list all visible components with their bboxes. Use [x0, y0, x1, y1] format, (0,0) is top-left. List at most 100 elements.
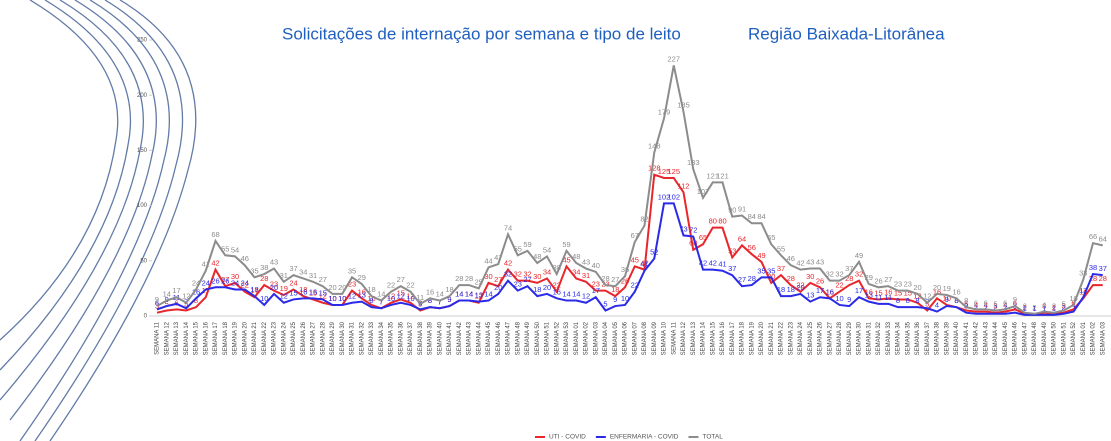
data-label: 185	[677, 101, 690, 110]
data-label: 16	[826, 287, 834, 296]
x-tick-label: SEMANA 01	[1081, 321, 1087, 355]
x-tick-label: SEMANA 50	[535, 321, 541, 355]
x-tick-label: SEMANA 37	[408, 321, 414, 355]
data-label: 16	[426, 287, 434, 296]
x-tick-label: SEMANA 14	[701, 321, 707, 355]
data-label: 66	[1089, 232, 1097, 241]
data-label: 7	[379, 297, 383, 306]
data-label: 53	[728, 246, 736, 255]
data-label: 18	[299, 285, 307, 294]
data-label: 16	[358, 287, 366, 296]
data-label: 90	[728, 206, 736, 215]
data-label: 102	[667, 192, 680, 201]
y-tick-label: 150	[137, 148, 148, 154]
x-tick-label: SEMANA 18	[223, 321, 229, 355]
data-label: 14	[572, 290, 580, 299]
x-tick-label: SEMANA 04	[603, 321, 609, 355]
y-tick-label: 200	[137, 93, 148, 99]
data-label: 38	[553, 263, 561, 272]
data-label: 17	[1079, 286, 1087, 295]
data-label: 1	[1042, 304, 1046, 313]
data-label: 41	[718, 260, 726, 269]
data-label: 42	[504, 259, 512, 268]
data-label: 27	[611, 275, 619, 284]
data-label: 9	[155, 295, 159, 304]
x-tick-label: SEMANA 22	[262, 321, 268, 355]
x-tick-label: SEMANA 43	[983, 321, 989, 355]
data-label: 2	[1062, 303, 1066, 312]
data-label: 32	[826, 270, 834, 279]
x-tick-label: SEMANA 39	[944, 321, 950, 355]
data-label: 12	[923, 292, 931, 301]
data-label: 29	[358, 273, 366, 282]
data-label: 20	[913, 283, 921, 292]
data-label: 15	[319, 288, 327, 297]
data-label: 22	[835, 281, 843, 290]
data-label: 8	[906, 296, 910, 305]
x-tick-label: SEMANA 02	[584, 321, 590, 355]
data-label: 2	[974, 303, 978, 312]
data-label: 5	[993, 299, 997, 308]
data-label: 19	[943, 284, 951, 293]
data-label: 26	[621, 276, 629, 285]
data-label: 12	[280, 292, 288, 301]
x-tick-label: SEMANA 41	[447, 321, 453, 355]
data-label: 19	[280, 284, 288, 293]
x-tick-label: SEMANA 42	[974, 321, 980, 355]
data-label: 80	[709, 217, 717, 226]
data-label: 2	[1023, 303, 1027, 312]
data-label: 56	[748, 243, 756, 252]
chart-subtitle: Região Baixada-Litorânea	[748, 24, 945, 43]
x-tick-label: SEMANA 51	[545, 321, 551, 355]
data-label: 7	[379, 297, 383, 306]
data-label: 17	[172, 286, 180, 295]
data-label: 24	[192, 278, 200, 287]
data-label: 5	[964, 299, 968, 308]
data-label: 15	[397, 288, 405, 297]
x-tick-label: SEMANA 26	[818, 321, 824, 355]
data-label: 20	[933, 283, 941, 292]
data-label: 3	[993, 302, 997, 311]
data-label: 6	[984, 298, 988, 307]
x-tick-label: SEMANA 03	[1100, 321, 1106, 355]
data-label: 16	[553, 287, 561, 296]
data-label: 5	[1062, 299, 1066, 308]
x-tick-label: SEMANA 49	[525, 321, 531, 355]
x-tick-label: SEMANA 24	[798, 321, 804, 355]
data-label: 28	[1089, 274, 1097, 283]
data-label: 9	[945, 295, 949, 304]
data-label: 27	[221, 275, 229, 284]
data-label: 42	[211, 259, 219, 268]
x-tick-label: SEMANA 37	[925, 321, 931, 355]
data-label: 15	[289, 288, 297, 297]
x-tick-label: SEMANA 47	[1022, 321, 1028, 355]
x-tick-label: SEMANA 38	[418, 321, 424, 355]
data-label: 42	[699, 259, 707, 268]
data-label: 44	[484, 256, 492, 265]
data-label: 1	[1032, 304, 1036, 313]
x-tick-label: SEMANA 40	[437, 321, 443, 355]
x-tick-label: SEMANA 51	[1061, 321, 1067, 355]
data-label: 42	[796, 259, 804, 268]
data-label: 34	[543, 267, 551, 276]
x-tick-label: SEMANA 35	[905, 321, 911, 355]
data-label: 37	[845, 264, 853, 273]
x-tick-label: SEMANA 19	[233, 321, 239, 355]
data-label: 8	[964, 296, 968, 305]
data-label: 33	[1079, 269, 1087, 278]
data-label: 31	[309, 271, 317, 280]
data-label: 18	[777, 285, 785, 294]
data-label: 16	[309, 287, 317, 296]
data-label: 42	[640, 259, 648, 268]
x-tick-label: SEMANA 28	[837, 321, 843, 355]
x-tick-label: SEMANA 29	[330, 321, 336, 355]
data-label: 68	[211, 230, 219, 239]
data-label: 28	[601, 274, 609, 283]
data-label: 24	[241, 278, 249, 287]
data-label: 80	[718, 217, 726, 226]
x-tick-label: SEMANA 48	[515, 321, 521, 355]
data-label: 16	[826, 287, 834, 296]
data-label: 20	[494, 283, 502, 292]
data-label: 16	[1079, 287, 1087, 296]
data-label: 27	[494, 275, 502, 284]
